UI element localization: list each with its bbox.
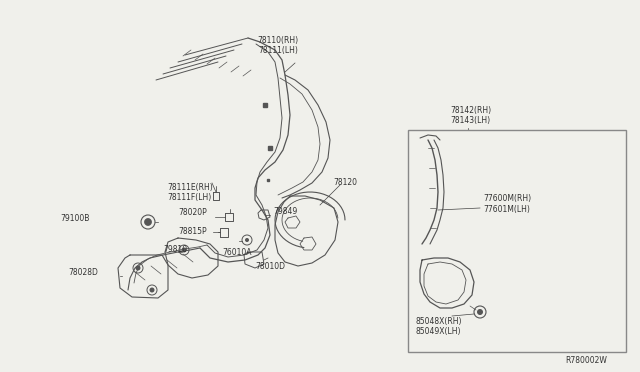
Text: 79849: 79849 xyxy=(273,207,297,216)
Bar xyxy=(408,130,626,352)
Text: 78120: 78120 xyxy=(333,178,357,187)
Text: 78142(RH)
78143(LH): 78142(RH) 78143(LH) xyxy=(450,106,491,125)
Circle shape xyxy=(182,247,186,253)
Circle shape xyxy=(150,288,154,292)
Circle shape xyxy=(145,218,152,225)
Text: R780002W: R780002W xyxy=(565,356,607,365)
Text: 78020P: 78020P xyxy=(178,208,207,217)
Text: 76010A: 76010A xyxy=(222,248,252,257)
Text: 78110(RH)
78111(LH): 78110(RH) 78111(LH) xyxy=(257,36,299,55)
Text: 78111E(RH)
78111F(LH): 78111E(RH) 78111F(LH) xyxy=(167,183,212,202)
Text: 78010D: 78010D xyxy=(255,262,285,271)
Circle shape xyxy=(477,309,483,315)
Circle shape xyxy=(136,266,141,270)
Circle shape xyxy=(245,238,249,242)
Text: 85048X(RH)
85049X(LH): 85048X(RH) 85049X(LH) xyxy=(415,317,461,336)
Text: 79100B: 79100B xyxy=(60,214,90,222)
Text: 77600M(RH)
77601M(LH): 77600M(RH) 77601M(LH) xyxy=(483,194,531,214)
Text: 78028D: 78028D xyxy=(68,268,98,277)
Text: 79810: 79810 xyxy=(163,245,187,254)
Text: 78815P: 78815P xyxy=(178,227,207,236)
